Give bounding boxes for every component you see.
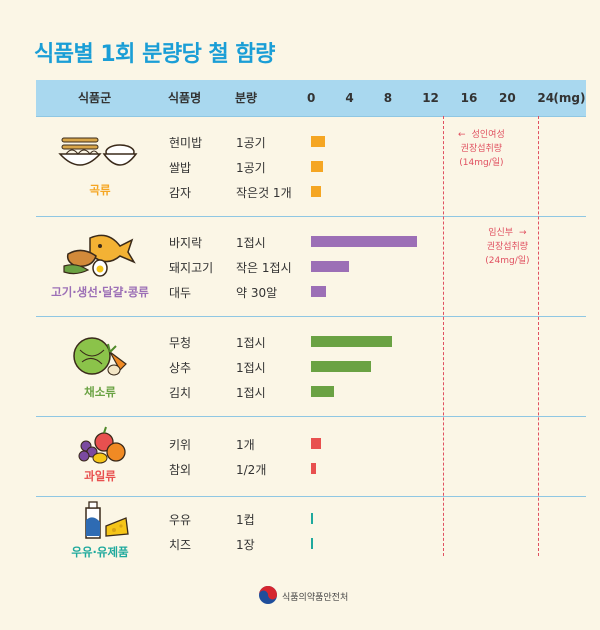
group-label: 고기·생선·달걀·콩류 — [51, 285, 149, 299]
food-name: 현미밥 — [169, 135, 203, 150]
reference-annotation: 임신부 → 권장섭취량 (24mg/일) — [485, 226, 529, 268]
food-name: 참외 — [169, 463, 192, 477]
reference-title-text: 임신부 — [488, 228, 514, 238]
iron-bar-0-2 — [311, 185, 321, 197]
reference-title-text: 성인여성 — [471, 130, 505, 140]
iron-bar-2-1 — [311, 360, 372, 372]
x-tick-label: 16 — [460, 91, 478, 105]
iron-bar-1-0 — [311, 235, 417, 247]
portion-size: 1개 — [236, 438, 255, 452]
reference-line2: 권장섭취량 — [460, 144, 503, 154]
portion-size: 작은 1접시 — [236, 260, 292, 275]
row-divider — [36, 496, 586, 497]
portion-size: 1공기 — [236, 160, 266, 175]
portion-size: 1접시 — [236, 235, 266, 250]
x-tick-label: 0 — [307, 91, 316, 105]
portion-size: 1공기 — [236, 135, 266, 150]
portion-size: 작은것 1개 — [236, 185, 292, 200]
reference-arrow: ← — [458, 130, 466, 140]
iron-bar-0-0 — [311, 135, 326, 147]
reference-arrow: → — [519, 228, 527, 238]
portion-size: 1/2개 — [236, 463, 267, 477]
food-name: 무청 — [169, 335, 192, 350]
food-name: 바지락 — [169, 235, 203, 250]
reference-line — [538, 116, 540, 556]
row-divider — [36, 316, 586, 317]
group-label: 곡류 — [89, 183, 111, 197]
portion-size: 1접시 — [236, 385, 266, 400]
iron-bar-0-1 — [311, 160, 323, 172]
portion-size: 1접시 — [236, 360, 266, 375]
group-label: 채소류 — [84, 385, 116, 399]
page-title: 식품별 1회 분량당 철 함량 — [34, 42, 275, 67]
fish-chicken-egg-icon — [63, 234, 136, 277]
portion-size: 1컵 — [236, 513, 255, 527]
rice-noodle-icon — [58, 137, 138, 166]
x-tick-label: 4 — [345, 91, 354, 105]
iron-bar-3-0 — [311, 438, 321, 449]
iron-bar-3-1 — [311, 463, 316, 474]
x-tick-label: 24 — [537, 91, 555, 105]
food-name: 감자 — [169, 185, 192, 200]
iron-bar-2-2 — [311, 385, 335, 397]
reference-line — [443, 116, 445, 556]
food-name: 상추 — [169, 360, 192, 375]
iron-bar-4-1 — [311, 538, 313, 549]
reference-line3: (14mg/일) — [459, 158, 504, 168]
portion-size: 1접시 — [236, 335, 266, 350]
row-divider — [36, 216, 586, 217]
row-divider — [36, 416, 586, 417]
x-tick-label: 12 — [422, 91, 439, 105]
food-name: 쌀밥 — [169, 160, 192, 175]
food-name: 우유 — [169, 513, 192, 527]
header-food: 식품명 — [168, 91, 202, 105]
iron-bar-1-2 — [311, 285, 327, 297]
iron-bar-2-0 — [311, 335, 392, 347]
food-name: 대두 — [169, 285, 192, 300]
x-tick-label: 8 — [383, 91, 393, 105]
header-portion: 분량 — [235, 91, 258, 105]
header-group: 식품군 — [78, 91, 112, 105]
unit-label: (mg) — [553, 91, 586, 105]
government-logo-icon — [259, 586, 277, 604]
group-label: 우유·유제품 — [71, 545, 129, 559]
milk-cheese-icon — [85, 501, 129, 539]
reference-title: ← 성인여성 — [458, 128, 505, 142]
cabbage-carrot-icon — [73, 337, 127, 376]
reference-line3: (24mg/일) — [485, 256, 530, 266]
x-tick-label: 20 — [499, 91, 516, 105]
food-name: 김치 — [169, 385, 192, 400]
portion-size: 약 30알 — [236, 285, 278, 300]
table-header: 식품군 식품명 분량 0 4 8 12 16 20 24 (mg) — [36, 80, 586, 116]
food-name: 돼지고기 — [169, 260, 214, 275]
reference-line2: 권장섭취량 — [486, 242, 529, 252]
food-name: 키위 — [169, 438, 192, 452]
portion-size: 1장 — [236, 538, 255, 552]
iron-bar-4-0 — [311, 513, 313, 524]
food-name: 치즈 — [169, 538, 192, 552]
row-divider — [36, 116, 586, 117]
group-label: 과일류 — [84, 469, 116, 483]
iron-bar-1-1 — [311, 260, 350, 272]
footer-agency: 식품의약품안전처 — [282, 593, 349, 603]
fruit-basket-icon — [78, 426, 126, 464]
reference-title: 임신부 → — [485, 226, 529, 240]
